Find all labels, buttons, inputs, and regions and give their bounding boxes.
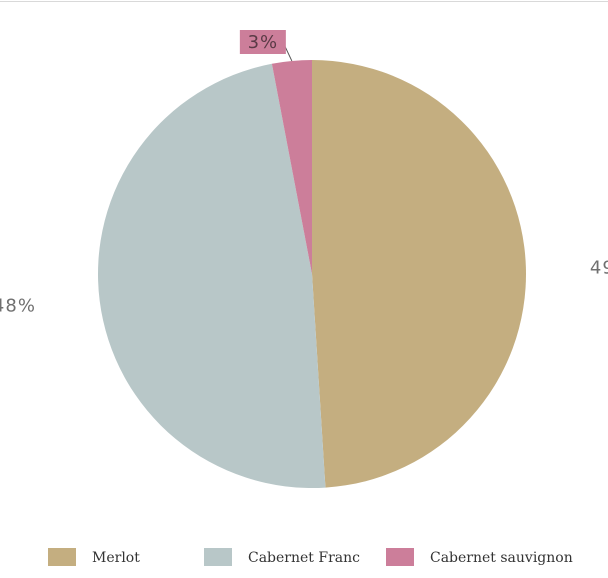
legend-label-cabernet-franc: Cabernet Franc xyxy=(248,550,360,566)
slice-label-cabernet-sauvignon: 3% xyxy=(248,32,279,53)
legend: Merlot Cabernet Franc Cabernet sauvignon xyxy=(48,548,573,566)
callout-box-cabernet-sauvignon xyxy=(239,30,286,54)
legend-swatch-merlot xyxy=(48,548,76,566)
legend-label-merlot: Merlot xyxy=(92,550,140,566)
legend-label-cabernet-sauvignon: Cabernet sauvignon xyxy=(430,550,573,566)
legend-swatch-cabernet-sauvignon xyxy=(386,548,414,566)
legend-swatch-cabernet-franc xyxy=(204,548,232,566)
top-divider xyxy=(0,1,608,2)
pie-slice-cabernet-franc xyxy=(98,63,326,488)
pie-slice-cabernet-sauvignon xyxy=(271,60,312,274)
pie-slices xyxy=(98,60,526,488)
pie-slice-merlot xyxy=(312,60,526,488)
slice-label-merlot: 49% xyxy=(590,257,608,278)
pie-labels: 49% 48% 3% xyxy=(0,30,608,317)
slice-label-cabernet-franc: 48% xyxy=(0,296,36,317)
